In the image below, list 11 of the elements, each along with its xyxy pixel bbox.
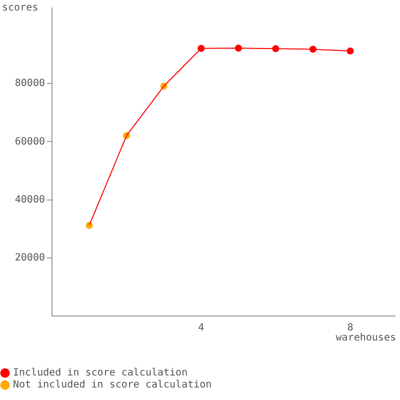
y-tick-label: 40000: [14, 194, 45, 206]
x-axis-title: warehouses: [336, 332, 396, 344]
x-tick-label: 4: [198, 322, 204, 334]
legend-label: Not included in score calculation: [13, 380, 212, 391]
y-tick-label: 80000: [14, 78, 45, 90]
y-tick-label: 60000: [14, 136, 45, 148]
y-tick-label: 20000: [14, 252, 45, 264]
y-axis-title: scores: [2, 2, 38, 14]
x-tick-label: 8: [347, 322, 354, 334]
point: [346, 48, 354, 55]
legend-label: Included in score calculation: [13, 368, 188, 379]
